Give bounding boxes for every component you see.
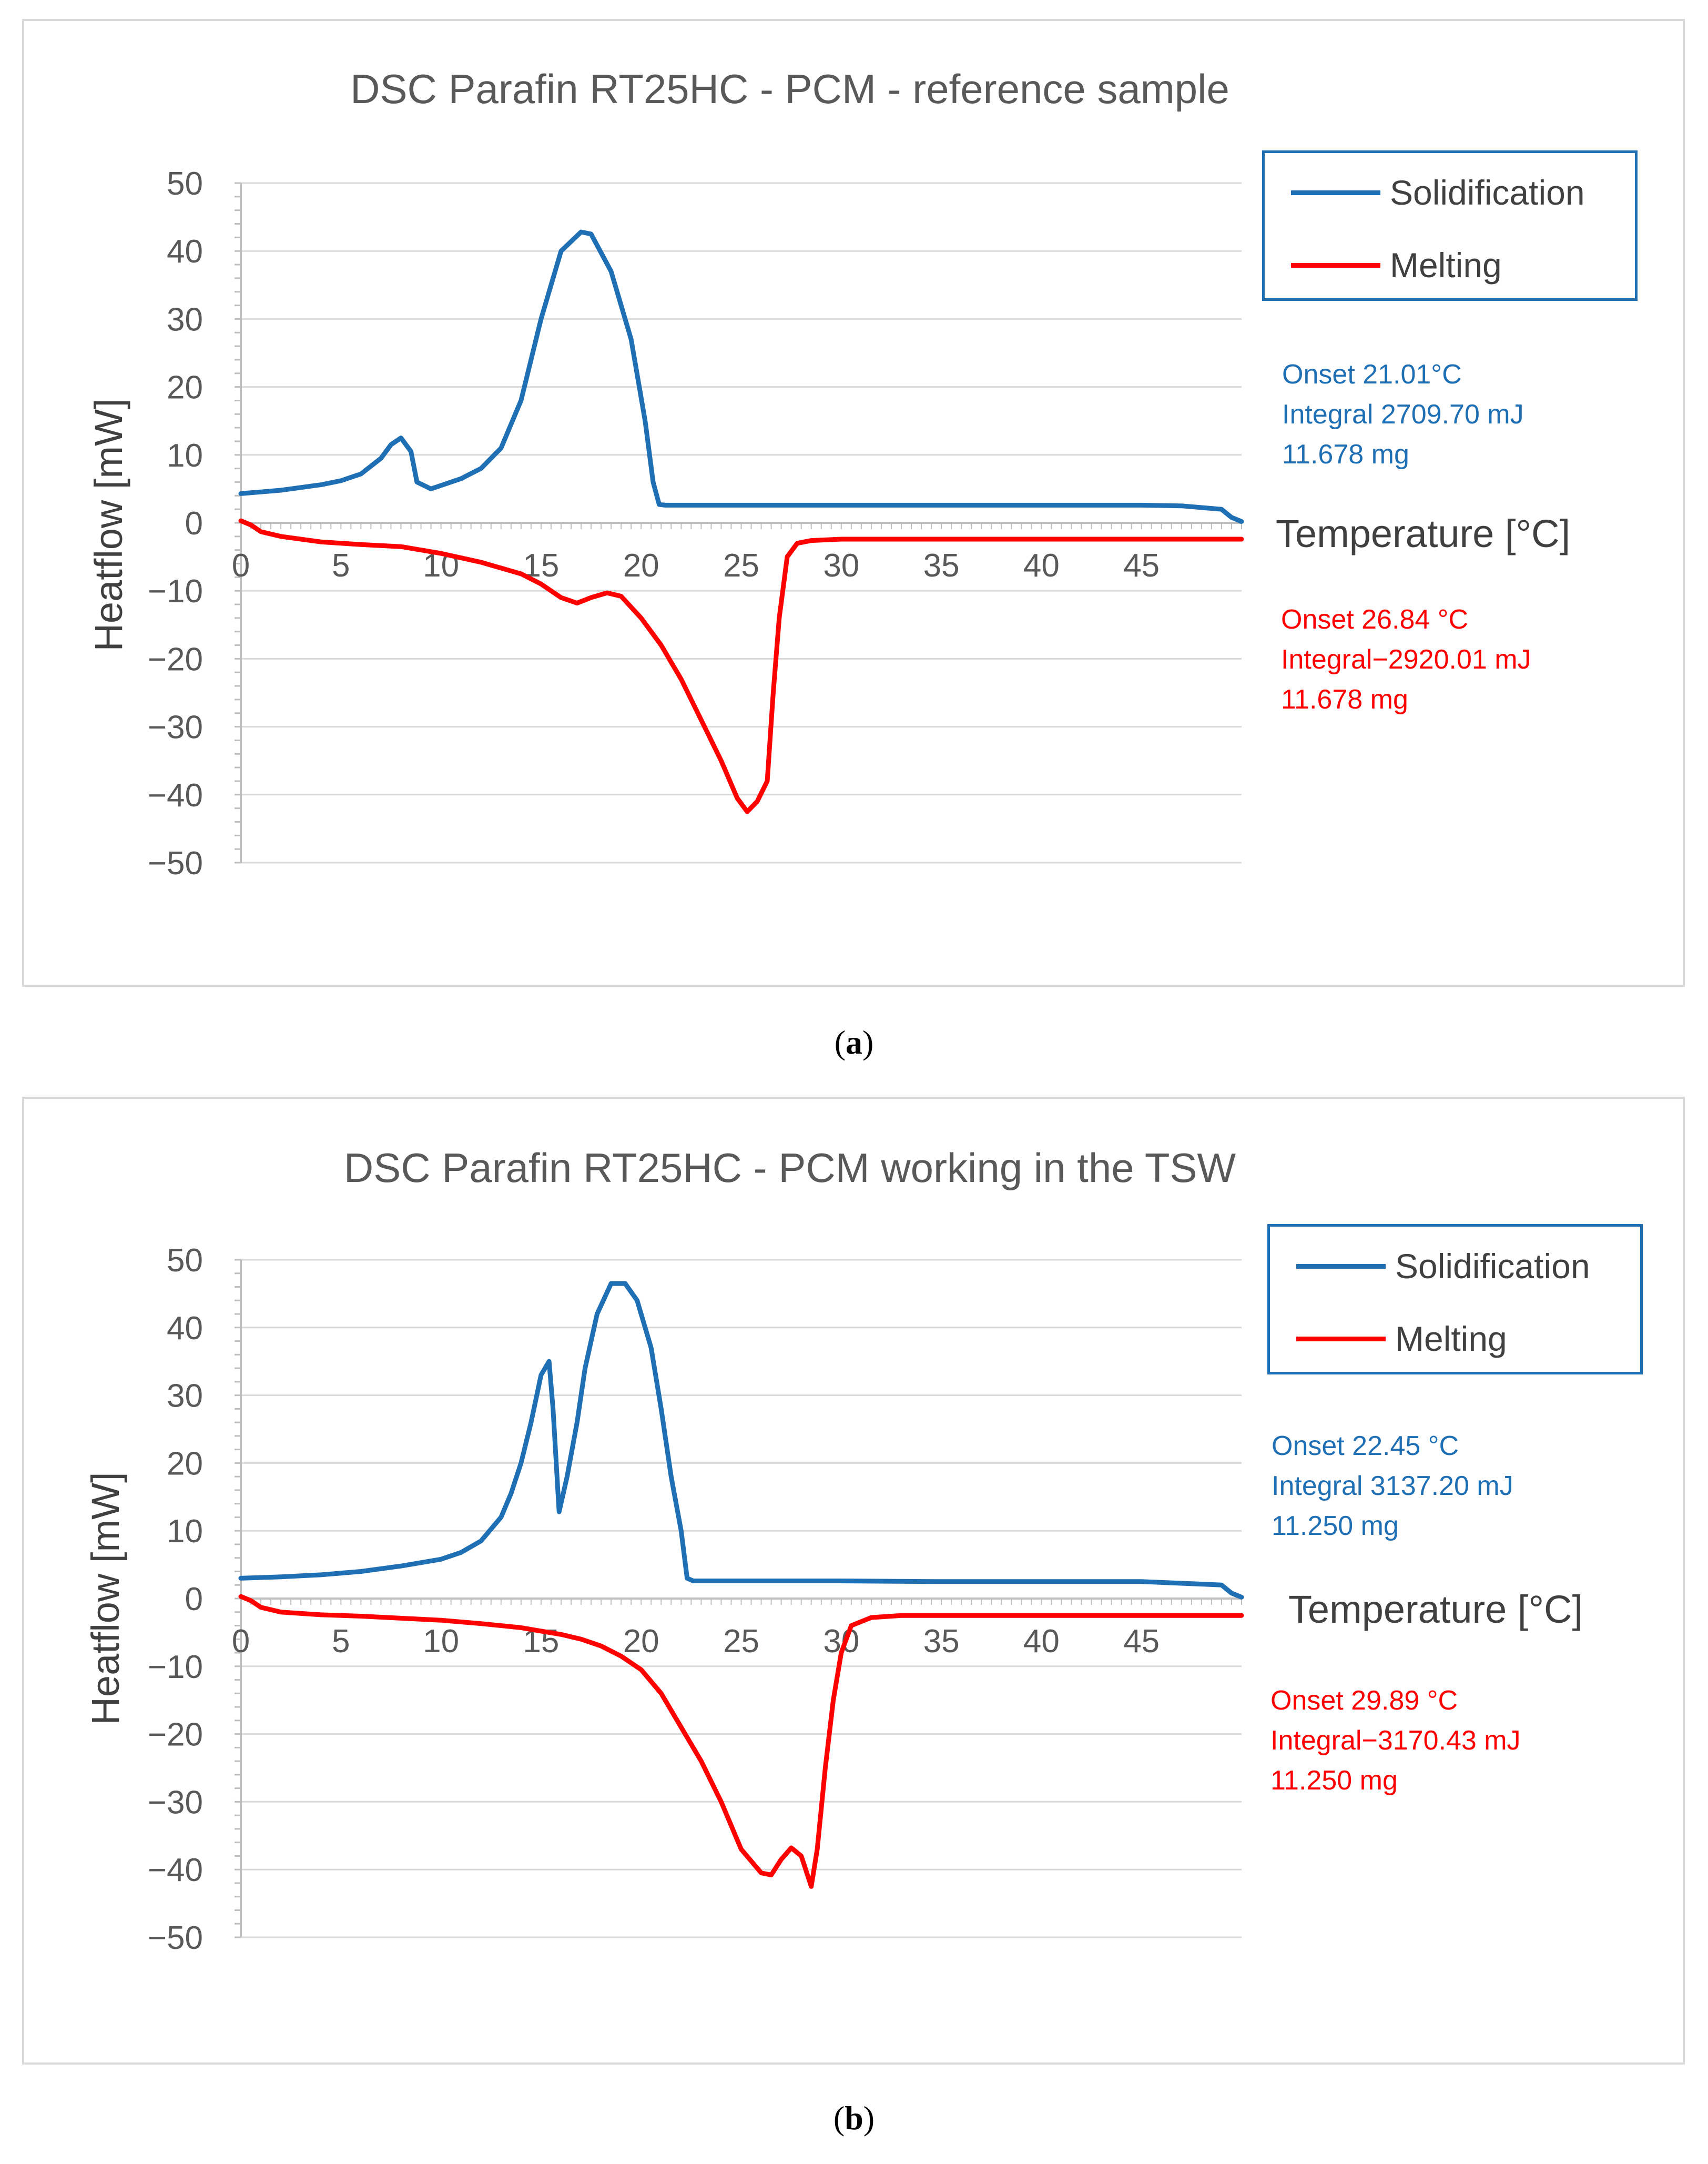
legend-label-melting: Melting bbox=[1395, 1319, 1507, 1358]
chart-title: DSC Parafin RT25HC - PCM - reference sam… bbox=[350, 66, 1229, 112]
chart-panel-b: DSC Parafin RT25HC - PCM working in the … bbox=[22, 1097, 1685, 2065]
y-tick-label: 30 bbox=[167, 1378, 203, 1414]
legend-swatch-melting bbox=[1296, 1336, 1386, 1341]
caption-b: (b) bbox=[833, 2099, 875, 2137]
annotation-mass: 11.250 mg bbox=[1270, 1765, 1398, 1796]
annotation-integral: Integral−3170.43 mJ bbox=[1270, 1725, 1521, 1756]
annotation-mass: 11.678 mg bbox=[1282, 439, 1409, 470]
legend-swatch-solidification bbox=[1296, 1263, 1386, 1269]
x-tick-label: 5 bbox=[332, 548, 350, 584]
x-tick-label: 30 bbox=[823, 548, 859, 584]
y-tick-label: −20 bbox=[148, 641, 203, 677]
chart-svg-a: DSC Parafin RT25HC - PCM - reference sam… bbox=[87, 66, 1570, 882]
y-axis-label: Heatflow [mW] bbox=[84, 1472, 127, 1725]
x-tick-label: 35 bbox=[923, 1623, 960, 1660]
y-tick-label: 10 bbox=[167, 438, 203, 474]
solidification-annotation: Onset 21.01°C Integral 2709.70 mJ 11.678… bbox=[1282, 355, 1524, 474]
x-axis-label: Temperature [°C] bbox=[1276, 512, 1570, 555]
x-tick-label: 0 bbox=[232, 548, 250, 584]
y-tick-label: −30 bbox=[148, 1784, 203, 1821]
y-tick-label: −50 bbox=[148, 845, 203, 882]
y-axis-label: Heatflow [mW] bbox=[87, 398, 130, 651]
y-tick-label: −50 bbox=[148, 1920, 203, 1956]
caption-letter: a bbox=[846, 1024, 862, 1061]
legend-label-melting: Melting bbox=[1390, 246, 1502, 285]
chart-svg-b: DSC Parafin RT25HC - PCM working in the … bbox=[84, 1145, 1583, 1956]
x-tick-label: 40 bbox=[1023, 548, 1060, 584]
chart-title: DSC Parafin RT25HC - PCM working in the … bbox=[344, 1145, 1236, 1191]
annotation-integral: Integral 3137.20 mJ bbox=[1272, 1471, 1513, 1501]
legend: Solidification Melting bbox=[1267, 1224, 1643, 1374]
annotation-mass: 11.678 mg bbox=[1281, 684, 1408, 715]
legend-item-solidification: Solidification bbox=[1296, 1247, 1590, 1286]
y-tick-label: −10 bbox=[148, 573, 203, 610]
annotation-onset: Onset 22.45 °C bbox=[1272, 1431, 1459, 1461]
x-tick-label: 45 bbox=[1123, 548, 1160, 584]
y-tick-label: −40 bbox=[148, 1852, 203, 1888]
legend-item-melting: Melting bbox=[1296, 1319, 1507, 1358]
annotation-onset: Onset 26.84 °C bbox=[1281, 604, 1469, 635]
x-tick-label: 5 bbox=[332, 1623, 350, 1660]
melting-annotation: Onset 26.84 °C Integral−2920.01 mJ 11.67… bbox=[1281, 600, 1531, 720]
x-tick-label: 25 bbox=[723, 1623, 759, 1660]
x-tick-label: 25 bbox=[723, 548, 759, 584]
x-tick-label: 40 bbox=[1023, 1623, 1060, 1660]
caption-a: (a) bbox=[834, 1024, 874, 1061]
legend-item-solidification: Solidification bbox=[1291, 173, 1585, 212]
x-tick-label: 20 bbox=[623, 1623, 659, 1660]
x-tick-label: 20 bbox=[623, 548, 659, 584]
y-tick-label: 40 bbox=[167, 1310, 203, 1347]
x-tick-label: 0 bbox=[232, 1623, 250, 1660]
y-tick-label: 40 bbox=[167, 234, 203, 270]
legend-swatch-solidification bbox=[1291, 190, 1380, 195]
legend-item-melting: Melting bbox=[1291, 246, 1502, 285]
caption-letter: b bbox=[845, 2099, 863, 2137]
y-tick-label: −30 bbox=[148, 710, 203, 746]
y-tick-label: −20 bbox=[148, 1717, 203, 1753]
y-tick-label: 50 bbox=[167, 166, 203, 202]
y-tick-label: 0 bbox=[185, 1581, 203, 1617]
x-tick-label: 45 bbox=[1123, 1623, 1160, 1660]
annotation-integral: Integral−2920.01 mJ bbox=[1281, 644, 1531, 675]
x-tick-label: 35 bbox=[923, 548, 960, 584]
annotation-onset: Onset 21.01°C bbox=[1282, 359, 1462, 390]
y-tick-label: −40 bbox=[148, 777, 203, 814]
y-tick-label: −10 bbox=[148, 1649, 203, 1685]
x-tick-label: 10 bbox=[423, 1623, 459, 1660]
annotation-integral: Integral 2709.70 mJ bbox=[1282, 399, 1524, 430]
legend-label-solidification: Solidification bbox=[1390, 173, 1585, 212]
x-axis-label: Temperature [°C] bbox=[1288, 1587, 1583, 1631]
y-tick-label: 10 bbox=[167, 1513, 203, 1550]
y-tick-label: 30 bbox=[167, 301, 203, 338]
annotation-onset: Onset 29.89 °C bbox=[1270, 1685, 1458, 1716]
legend: Solidification Melting bbox=[1262, 150, 1638, 301]
y-tick-label: 20 bbox=[167, 370, 203, 406]
y-tick-label: 50 bbox=[167, 1242, 203, 1279]
series-line-melting bbox=[238, 518, 1244, 814]
solidification-annotation: Onset 22.45 °C Integral 3137.20 mJ 11.25… bbox=[1272, 1426, 1513, 1546]
legend-label-solidification: Solidification bbox=[1395, 1247, 1590, 1286]
series-line-solidification bbox=[238, 229, 1244, 524]
series-line-melting bbox=[238, 1594, 1244, 1889]
legend-swatch-melting bbox=[1291, 262, 1380, 268]
melting-annotation: Onset 29.89 °C Integral−3170.43 mJ 11.25… bbox=[1270, 1681, 1521, 1801]
annotation-mass: 11.250 mg bbox=[1272, 1511, 1399, 1541]
chart-panel-a: DSC Parafin RT25HC - PCM - reference sam… bbox=[22, 19, 1685, 987]
y-tick-label: 0 bbox=[185, 505, 203, 542]
y-tick-label: 20 bbox=[167, 1445, 203, 1482]
series-line-solidification bbox=[238, 1281, 1244, 1600]
